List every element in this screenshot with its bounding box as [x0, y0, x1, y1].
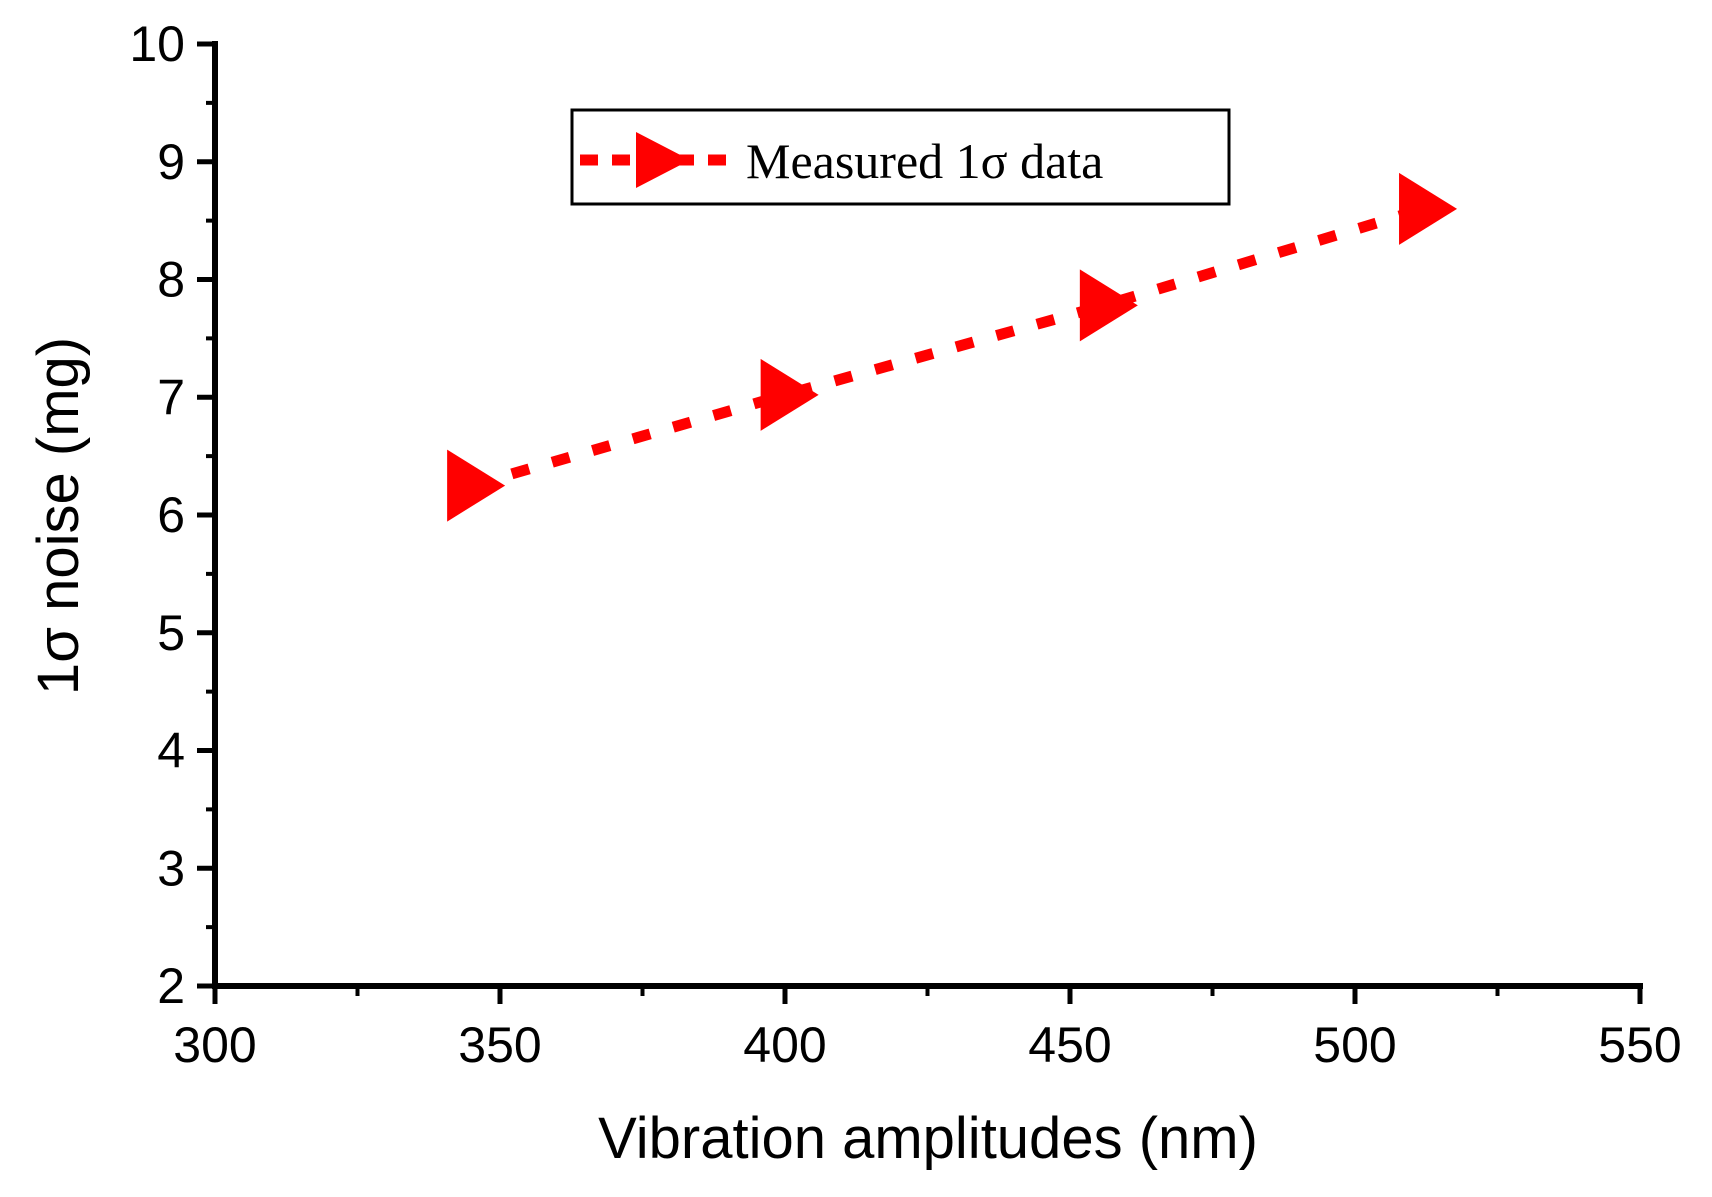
y-tick-label: 9 [157, 134, 185, 190]
x-tick-label: 350 [458, 1017, 541, 1073]
legend-marker-sample [636, 132, 690, 188]
series-layer [447, 172, 1458, 522]
legend-label: Measured 1σ data [746, 133, 1103, 189]
y-tick-label: 5 [157, 605, 185, 661]
x-tick-label: 300 [173, 1017, 256, 1073]
y-tick-label: 6 [157, 487, 185, 543]
y-tick-label: 7 [157, 369, 185, 425]
y-tick-label: 3 [157, 840, 185, 896]
series-line [469, 203, 1425, 491]
y-minor-ticks [206, 100, 215, 930]
y-tick-label: 10 [129, 16, 185, 72]
y-tick-label: 2 [157, 958, 185, 1014]
data-point-marker [1399, 172, 1458, 245]
data-point-marker [760, 358, 819, 431]
x-tick-label: 550 [1598, 1017, 1681, 1073]
y-tick-labels: 2 3 4 5 6 7 8 9 10 [129, 16, 185, 1014]
x-axis-title: Vibration amplitudes (nm) [598, 1106, 1258, 1171]
x-tick-label: 500 [1313, 1017, 1396, 1073]
y-axis-title: 1σ noise (mg) [26, 337, 91, 695]
data-point-marker [1079, 269, 1138, 342]
x-tick-label: 400 [743, 1017, 826, 1073]
x-tick-label: 450 [1028, 1017, 1111, 1073]
legend: Measured 1σ data [570, 108, 1231, 206]
y-tick-label: 8 [157, 252, 185, 308]
data-point-marker [447, 449, 506, 522]
x-tick-labels: 300 350 400 450 500 550 [173, 1017, 1681, 1073]
y-tick-label: 4 [157, 723, 185, 779]
